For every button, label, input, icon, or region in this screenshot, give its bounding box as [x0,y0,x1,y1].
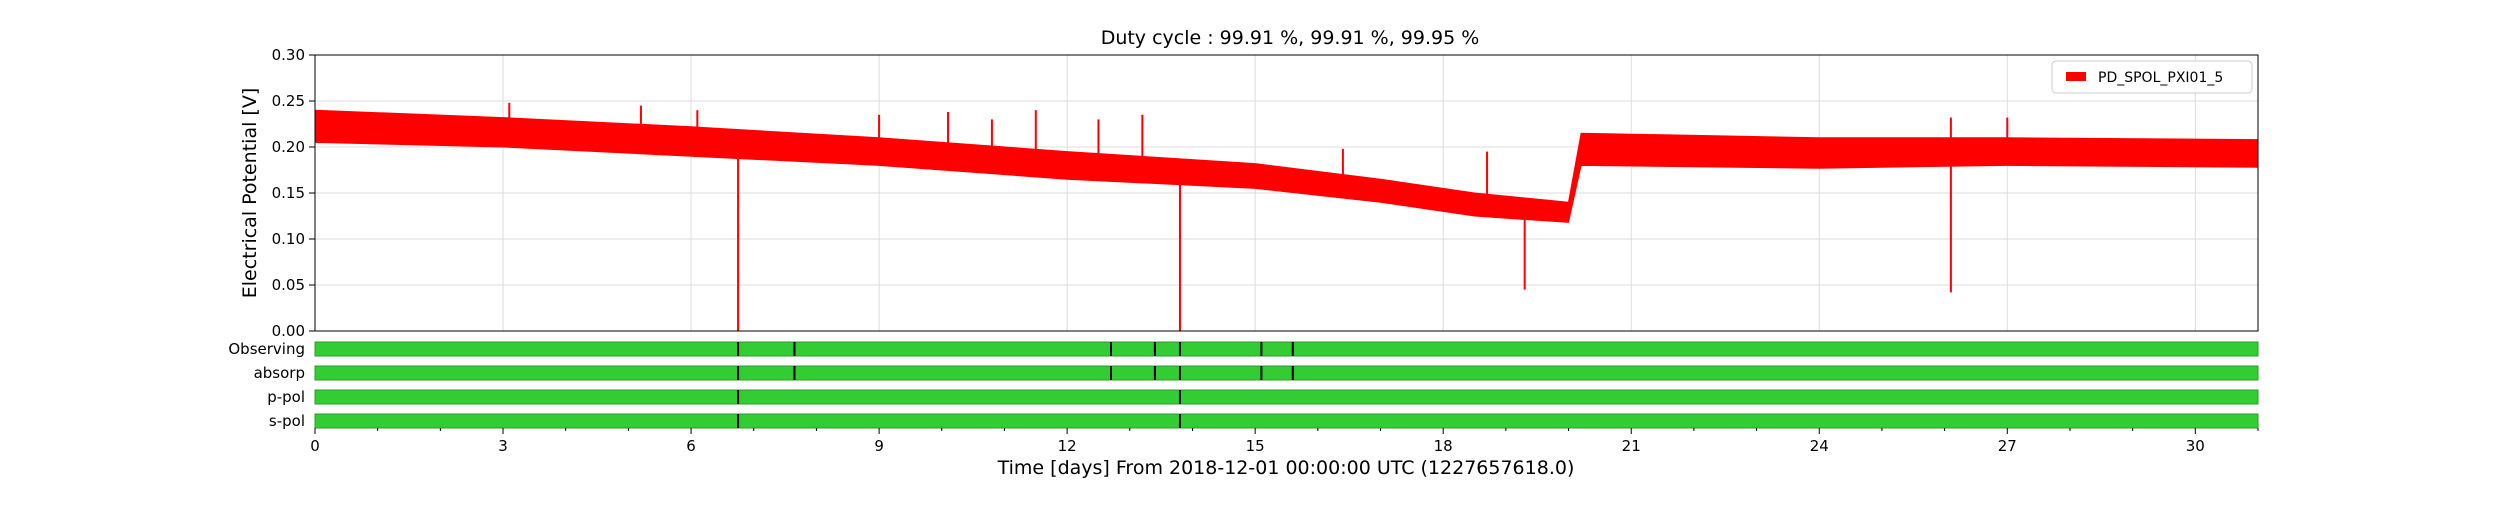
x-tick-label: 9 [874,437,884,455]
segment-bar [314,341,2259,357]
y-tick-label: 0.10 [272,230,305,248]
segments-panel: Observing absorp p-pol s-pol [228,340,2259,430]
legend-swatch [2066,72,2086,81]
x-axis-label: Time [days] From 2018-12-01 00:00:00 UTC… [997,457,1575,479]
x-tick-label: 12 [1058,437,1077,455]
x-tick-label: 3 [498,437,508,455]
y-axis: 0.00 0.05 0.10 0.15 0.20 0.25 0.30 [272,46,315,340]
segment-label: p-pol [267,388,305,406]
series-layer [314,102,2259,331]
x-axis: 0 3 6 9 12 15 18 21 24 27 30 [310,428,2259,455]
segment-bar [314,365,2259,381]
x-tick-label: 15 [1246,437,1265,455]
x-tick-label: 24 [1810,437,1829,455]
x-tick-label: 27 [1998,437,2017,455]
segment-label: s-pol [269,412,305,430]
x-tick-label: 18 [1434,437,1453,455]
x-tick-label: 21 [1622,437,1641,455]
y-axis-label: Electrical Potential [V] [239,88,261,298]
y-tick-label: 0.25 [272,92,305,110]
y-tick-label: 0.00 [272,322,305,340]
legend-label: PD_SPOL_PXI01_5 [2098,70,2223,86]
y-tick-label: 0.20 [272,138,305,156]
x-tick-label: 30 [2186,437,2205,455]
y-tick-label: 0.05 [272,276,305,294]
x-tick-label: 6 [686,437,696,455]
segment-bar [314,389,2259,405]
series-band [314,109,2259,223]
legend-box [2051,60,2253,94]
y-tick-label: 0.30 [272,46,305,64]
x-tick-label: 0 [310,437,320,455]
y-tick-label: 0.15 [272,184,305,202]
segment-label: absorp [254,364,305,382]
chart-title: Duty cycle : 99.91 %, 99.91 %, 99.95 % [1101,27,1480,49]
legend: PD_SPOL_PXI01_5 [2051,60,2253,94]
grid [314,54,2258,332]
segment-label: Observing [228,340,305,358]
segment-bar [314,413,2259,429]
